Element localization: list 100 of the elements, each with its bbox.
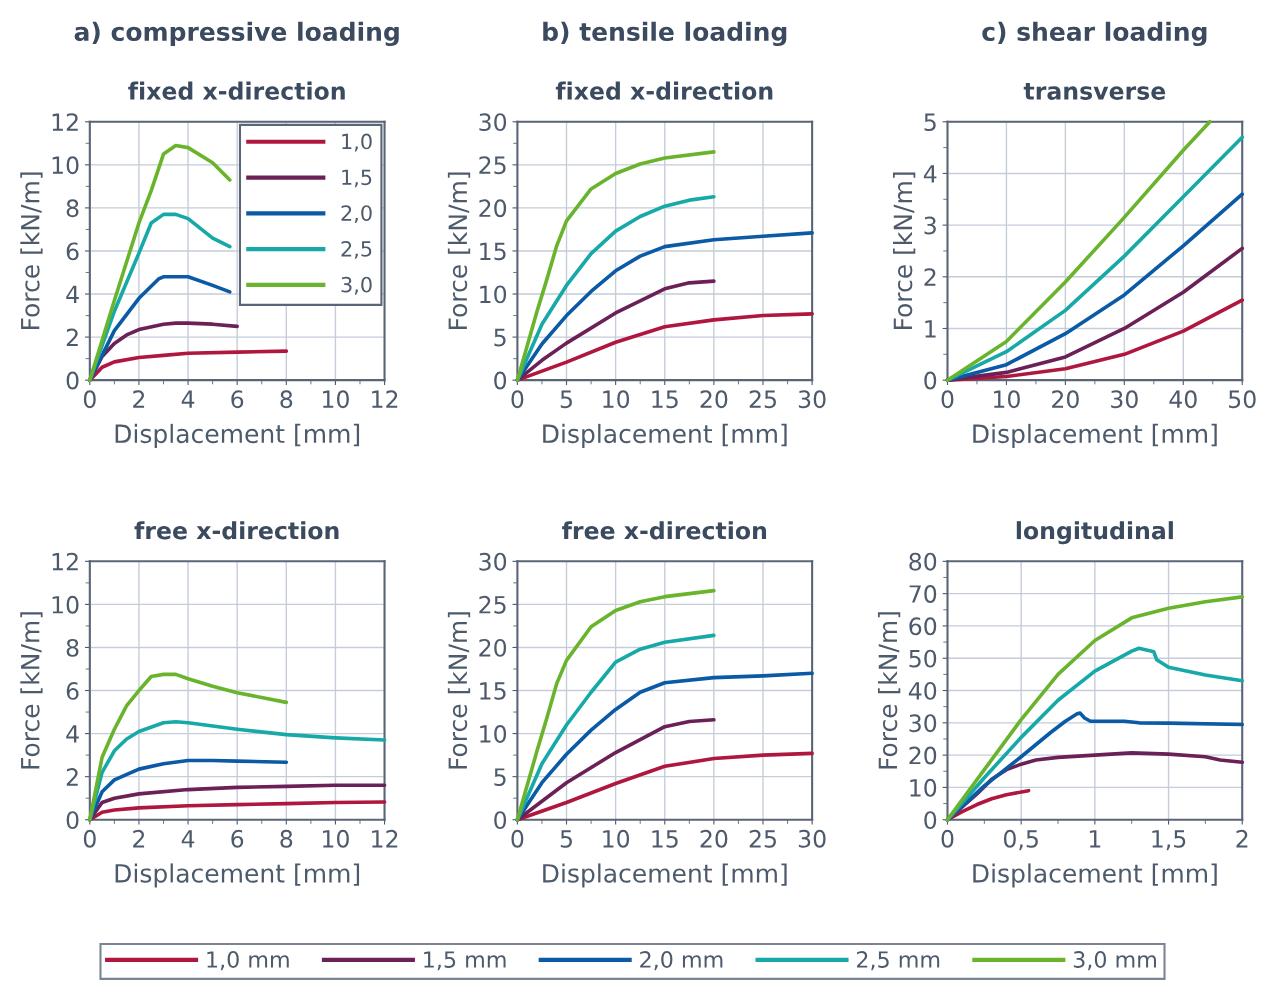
x-axis-title: Displacement [mm] — [115, 863, 360, 888]
y-tick-label: 2 — [66, 768, 78, 786]
x-tick-label: 8 — [280, 829, 293, 848]
legend-label: 3,0 — [341, 276, 372, 295]
y-tick-label: 10 — [52, 156, 79, 175]
line-series — [88, 758, 289, 822]
y-tick-label: 30 — [479, 113, 507, 132]
legend-label: 2,5 mm — [856, 951, 940, 971]
x-axis-title: Displacement [mm] — [543, 863, 787, 888]
x-axis-title: Displacement [mm] — [543, 423, 787, 449]
y-tick-label: 4 — [66, 725, 79, 743]
y-tick-label: 6 — [66, 242, 79, 261]
text: c) shear loading — [982, 21, 1207, 47]
y-tick-label: 5 — [494, 328, 506, 347]
x-tick-label: 50 — [1229, 390, 1256, 409]
y-tick-label: 8 — [66, 199, 79, 218]
y-tick-label: 0 — [66, 371, 79, 390]
legend-label: 2,0 — [341, 205, 372, 224]
y-tick-label: 0 — [494, 811, 507, 830]
y-tick-label: 5 — [924, 113, 936, 132]
legend-label: 3,0 mm — [1073, 951, 1156, 971]
x-tick-label: 20 — [1052, 390, 1079, 409]
x-axis-title: Displacement [mm] — [973, 863, 1217, 888]
y-tick-label: 12 — [52, 552, 78, 571]
x-tick-label: 8 — [280, 390, 293, 409]
x-tick-label: 30 — [798, 390, 826, 409]
y-tick-label: 60 — [909, 617, 937, 636]
x-tick-label: 1,5 — [1152, 830, 1186, 851]
x-tick-label: 1 — [1089, 830, 1101, 848]
y-tick-label: 2 — [66, 328, 78, 347]
y-tick-label: 15 — [480, 682, 506, 700]
line-series — [88, 672, 289, 822]
y-tick-label: 12 — [52, 113, 78, 131]
y-tick-label: 10 — [52, 595, 79, 614]
y-tick-label: 70 — [909, 585, 937, 603]
x-tick-label: 2 — [1236, 829, 1248, 848]
x-tick-label: 10 — [994, 390, 1020, 409]
y-axis-title: Force [kN/m] — [447, 612, 471, 769]
chart-title: fixed x-direction — [555, 81, 773, 100]
y-tick-label: 0 — [66, 811, 79, 830]
chart-title: free x-direction — [134, 521, 339, 540]
text: b) tensile loading — [543, 21, 787, 47]
y-tick-label: 2 — [924, 268, 936, 286]
x-tick-label: 0 — [511, 829, 524, 848]
y-tick-label: 0 — [924, 371, 937, 390]
x-tick-label: 0,5 — [1003, 829, 1038, 851]
legend-label: 1,0 mm — [207, 951, 289, 971]
x-tick-label: 0 — [941, 829, 954, 848]
y-tick-label: 30 — [479, 552, 507, 571]
y-axis-title: Force [kN/m] — [447, 172, 471, 330]
y-tick-label: 10 — [480, 285, 507, 304]
x-tick-label: 20 — [700, 829, 728, 848]
x-tick-label: 0 — [511, 390, 524, 409]
y-tick-label: 40 — [908, 681, 937, 700]
y-tick-label: 20 — [909, 746, 937, 765]
x-tick-label: 15 — [652, 390, 678, 409]
y-tick-label: 50 — [909, 649, 937, 668]
y-tick-label: 10 — [480, 725, 507, 743]
x-tick-label: 10 — [603, 390, 630, 409]
x-tick-label: 10 — [603, 829, 630, 848]
line-series — [515, 150, 716, 382]
x-tick-label: 0 — [83, 390, 96, 409]
x-tick-label: 20 — [700, 390, 728, 409]
x-tick-label: 0 — [941, 390, 954, 409]
y-tick-label: 80 — [909, 552, 937, 571]
x-tick-label: 2 — [133, 829, 145, 848]
chart-title: fixed x-direction — [128, 81, 345, 100]
x-tick-label: 30 — [798, 829, 826, 848]
chart-title: free x-direction — [562, 521, 767, 540]
x-axis-title: Displacement [mm] — [115, 423, 360, 449]
x-tick-label: 2 — [133, 390, 145, 408]
y-tick-label: 8 — [66, 638, 79, 657]
y-tick-label: 5 — [494, 768, 506, 786]
x-tick-label: 6 — [231, 829, 244, 848]
y-axis-title: Force [kN/m] — [20, 172, 43, 330]
y-axis-title: Force [kN/m] — [892, 172, 916, 330]
y-tick-label: 25 — [479, 156, 506, 175]
chart-title: transverse — [1023, 82, 1166, 100]
legend-label: 1,5 — [342, 169, 372, 188]
y-tick-label: 4 — [66, 285, 79, 303]
x-tick-label: 6 — [231, 390, 244, 409]
y-tick-label: 20 — [479, 199, 507, 218]
chart-title: longitudinal — [1016, 521, 1173, 545]
y-tick-label: 25 — [479, 595, 506, 614]
legend-label: 2,0 mm — [640, 951, 723, 971]
x-axis-title: Displacement [mm] — [973, 423, 1217, 449]
legend-label: 2,5 — [341, 240, 372, 259]
x-tick-label: 4 — [181, 830, 195, 848]
legend-label: 1,0 — [342, 133, 372, 152]
y-tick-label: 3 — [924, 216, 936, 235]
x-tick-label: 0 — [83, 829, 96, 848]
x-tick-label: 10 — [323, 390, 349, 409]
x-tick-label: 5 — [560, 390, 572, 409]
y-tick-label: 15 — [480, 242, 506, 261]
y-tick-label: 30 — [909, 714, 937, 733]
y-tick-label: 6 — [66, 681, 79, 700]
line-series — [515, 588, 716, 822]
y-tick-label: 0 — [494, 371, 507, 390]
y-tick-label: 10 — [910, 778, 937, 797]
x-tick-label: 12 — [372, 829, 398, 848]
